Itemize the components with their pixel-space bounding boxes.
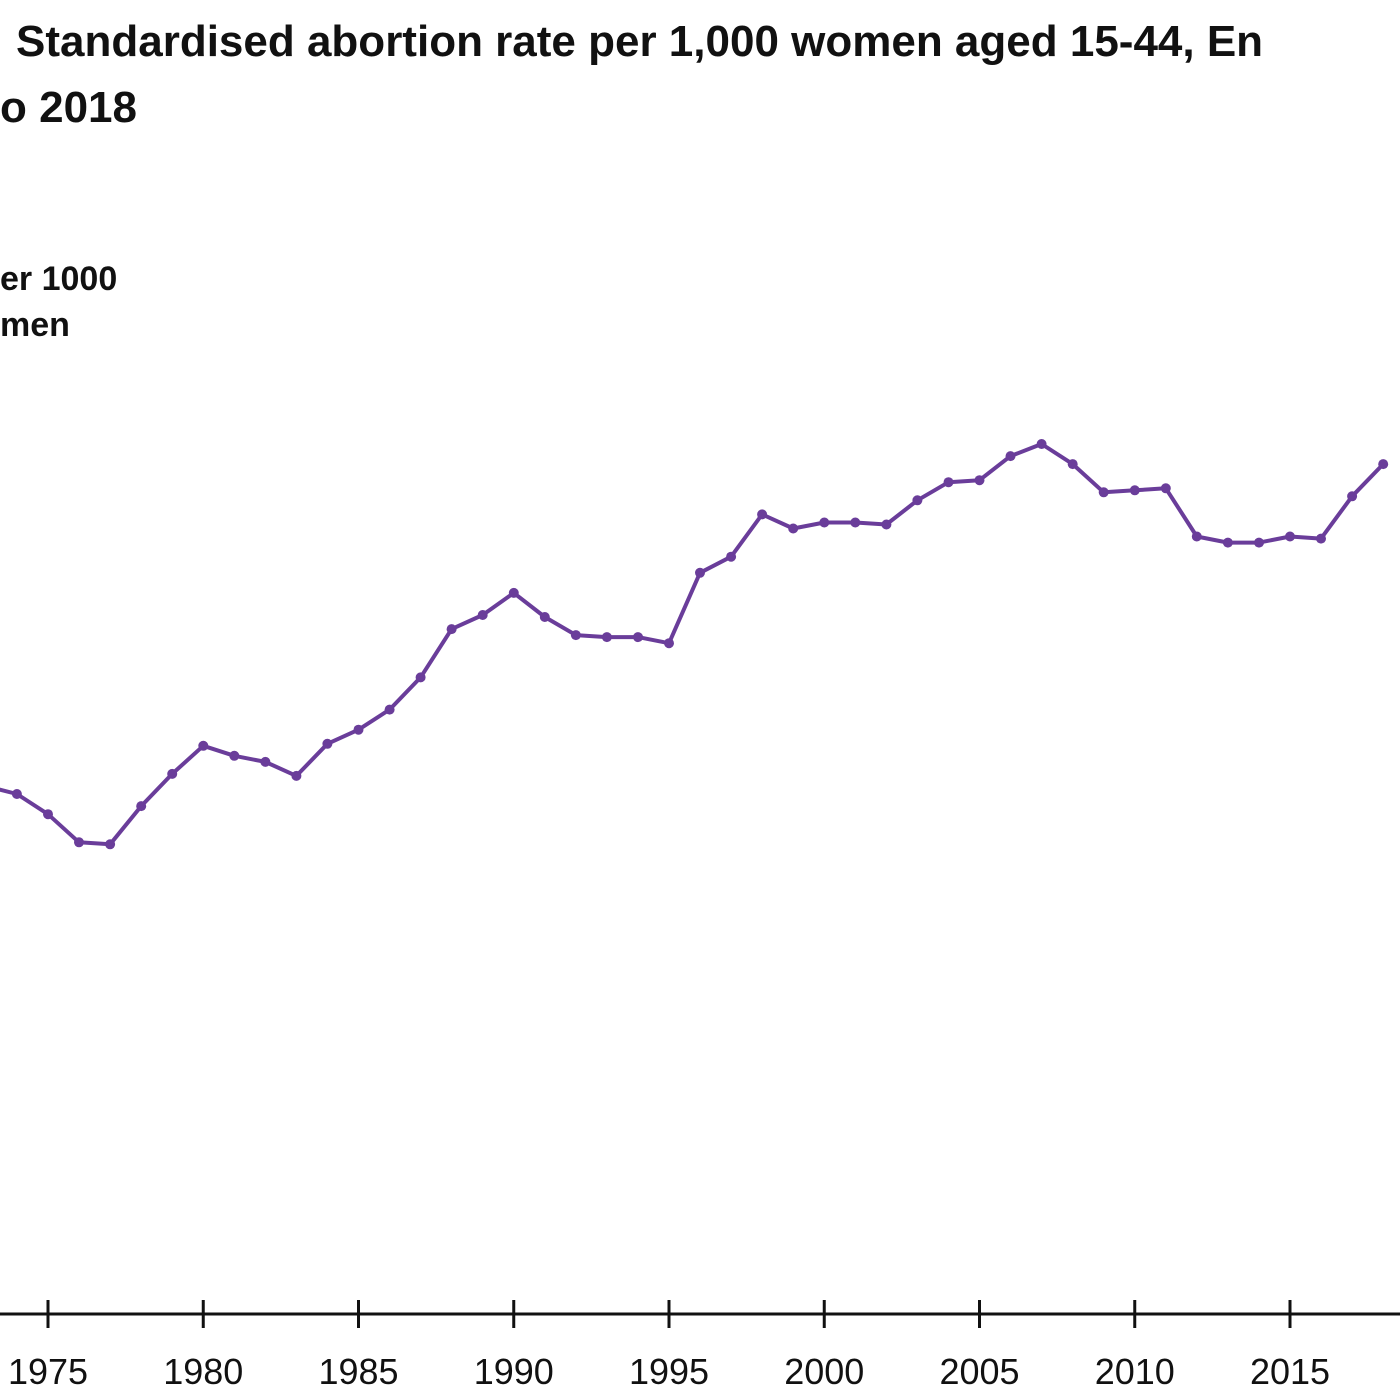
y-axis-label-line-1: er 1000 bbox=[0, 260, 118, 298]
data-point bbox=[1222, 537, 1233, 548]
data-point bbox=[819, 517, 830, 528]
data-point bbox=[1067, 459, 1078, 470]
data-point bbox=[415, 672, 426, 683]
data-point bbox=[353, 724, 364, 735]
y-axis-label: er 1000 men bbox=[0, 256, 117, 348]
data-point bbox=[167, 768, 178, 779]
data-point bbox=[198, 740, 209, 751]
data-point bbox=[757, 509, 768, 520]
data-point bbox=[881, 519, 892, 530]
data-point bbox=[974, 475, 985, 486]
data-point bbox=[943, 477, 954, 488]
data-point bbox=[136, 801, 147, 812]
data-point bbox=[105, 839, 116, 850]
series-group bbox=[0, 439, 1389, 850]
data-point bbox=[74, 837, 84, 848]
data-point bbox=[446, 624, 457, 635]
data-point bbox=[1347, 491, 1358, 502]
x-tick-label: 1975 bbox=[8, 1351, 88, 1392]
x-tick-label: 1985 bbox=[318, 1351, 398, 1392]
data-point bbox=[570, 630, 581, 641]
data-point bbox=[695, 567, 705, 578]
data-point bbox=[726, 551, 737, 562]
data-point bbox=[477, 610, 488, 620]
series-line bbox=[0, 442, 1385, 847]
data-point bbox=[539, 612, 550, 622]
data-point bbox=[384, 704, 395, 715]
data-point bbox=[1378, 459, 1389, 470]
data-point bbox=[664, 638, 674, 649]
chart-title-line-2: o 2018 bbox=[0, 83, 137, 132]
data-point bbox=[43, 809, 53, 820]
data-point bbox=[788, 523, 799, 534]
data-point bbox=[1129, 485, 1140, 496]
data-point bbox=[1254, 537, 1264, 548]
data-point bbox=[1316, 533, 1326, 544]
data-point bbox=[1160, 483, 1171, 494]
x-tick-label: 2000 bbox=[784, 1351, 864, 1392]
data-point bbox=[508, 587, 519, 598]
x-tick-label: 1980 bbox=[163, 1351, 243, 1392]
x-axis: 1975 1980 1985 1990 1995 2000 2005 2010 2015 bbox=[0, 1300, 1400, 1392]
data-point bbox=[850, 517, 861, 528]
data-point bbox=[633, 632, 643, 643]
data-point bbox=[291, 770, 302, 781]
data-point bbox=[1098, 487, 1109, 498]
data-point bbox=[912, 495, 923, 506]
data-point bbox=[1005, 451, 1016, 462]
x-tick-label: 2005 bbox=[939, 1351, 1019, 1392]
x-tick-label: 2015 bbox=[1250, 1351, 1330, 1392]
data-point bbox=[229, 750, 240, 761]
data-point bbox=[1285, 531, 1295, 542]
data-point bbox=[322, 738, 333, 749]
x-tick-label: 2010 bbox=[1095, 1351, 1175, 1392]
data-point bbox=[1036, 439, 1047, 449]
data-point bbox=[1191, 531, 1202, 542]
y-axis-label-line-2: men bbox=[0, 306, 70, 344]
x-tick-label: 1995 bbox=[629, 1351, 709, 1392]
data-point bbox=[260, 756, 271, 767]
chart-title-line-1: Standardised abortion rate per 1,000 wom… bbox=[16, 17, 1264, 66]
data-point bbox=[601, 632, 612, 643]
data-point bbox=[11, 789, 22, 799]
x-tick-label: 1990 bbox=[474, 1351, 554, 1392]
